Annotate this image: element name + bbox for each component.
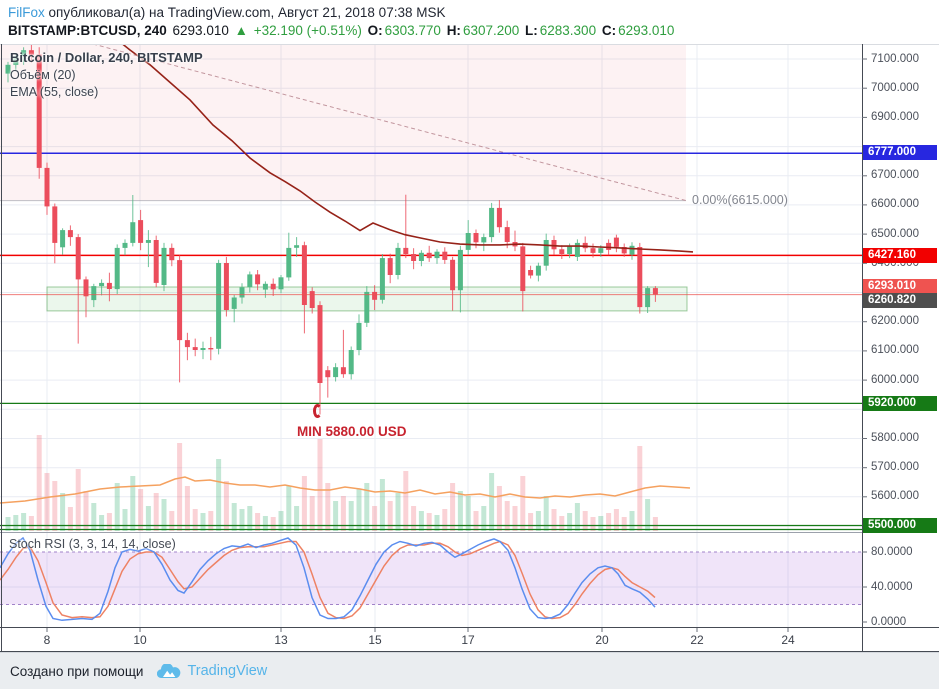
high-label: H: bbox=[446, 23, 461, 38]
high-value: 6307.200 bbox=[462, 23, 520, 38]
low-label: L: bbox=[525, 23, 538, 38]
low-value: 6283.300 bbox=[539, 23, 597, 38]
footer-text: Создано при помощи bbox=[10, 663, 144, 679]
tradingview-logo-icon bbox=[157, 663, 181, 678]
stoch-k-line bbox=[0, 536, 656, 622]
price-change: +32.190 (+0.51%) bbox=[253, 23, 362, 38]
footer: Создано при помощи TradingView bbox=[0, 652, 939, 689]
publish-text: опубликовал(а) на TradingView.com, Авгус… bbox=[44, 5, 446, 20]
tradingview-link[interactable]: TradingView bbox=[187, 663, 268, 679]
up-arrow-icon: ▲ bbox=[234, 23, 248, 38]
fib-zone bbox=[0, 43, 687, 202]
close-value: 6293.010 bbox=[618, 23, 675, 38]
last-price: 6293.010 bbox=[172, 23, 229, 38]
level-lines[interactable] bbox=[0, 152, 862, 531]
chart-frame bbox=[0, 44, 939, 652]
author-link[interactable]: FilFox bbox=[8, 5, 45, 20]
header: FilFox опубликовал(а) на TradingView.com… bbox=[0, 0, 939, 44]
volume-bars bbox=[5, 435, 658, 531]
stoch-rsi-pane bbox=[0, 536, 862, 622]
volume-ma-line bbox=[0, 476, 691, 504]
ticker-line: BITSTAMP:BTCUSD, 240 6293.010 ▲ +32.190 … bbox=[8, 23, 676, 38]
publish-line: FilFox опубликовал(а) на TradingView.com… bbox=[8, 5, 445, 20]
open-label: O: bbox=[367, 23, 383, 38]
close-label: C: bbox=[601, 23, 617, 38]
stoch-d-line bbox=[0, 540, 656, 620]
open-value: 6303.770 bbox=[384, 23, 441, 38]
ema-line bbox=[111, 34, 694, 253]
symbol-label: BITSTAMP:BTCUSD, 240 bbox=[8, 23, 167, 38]
